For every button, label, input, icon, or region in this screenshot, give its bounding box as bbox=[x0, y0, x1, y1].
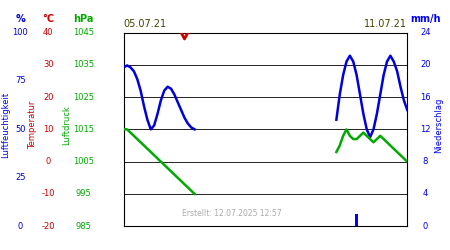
Text: 25: 25 bbox=[15, 173, 26, 182]
Text: 985: 985 bbox=[75, 222, 91, 231]
Text: 1025: 1025 bbox=[73, 92, 94, 102]
Text: 30: 30 bbox=[43, 60, 54, 69]
Text: 8: 8 bbox=[423, 157, 428, 166]
Text: 1015: 1015 bbox=[73, 125, 94, 134]
Text: 0: 0 bbox=[423, 222, 428, 231]
Text: 50: 50 bbox=[15, 125, 26, 134]
Text: 05.07.21: 05.07.21 bbox=[124, 19, 167, 28]
Text: 995: 995 bbox=[76, 190, 91, 198]
Text: hPa: hPa bbox=[73, 14, 94, 24]
Text: 1035: 1035 bbox=[73, 60, 94, 69]
Text: Erstellt: 12.07.2025 12:57: Erstellt: 12.07.2025 12:57 bbox=[182, 210, 281, 218]
Text: 11.07.21: 11.07.21 bbox=[364, 19, 407, 28]
Text: -20: -20 bbox=[41, 222, 55, 231]
Text: -10: -10 bbox=[41, 190, 55, 198]
Text: %: % bbox=[15, 14, 25, 24]
Text: 1005: 1005 bbox=[73, 157, 94, 166]
Text: Luftfeuchtigkeit: Luftfeuchtigkeit bbox=[1, 92, 10, 158]
Text: 1045: 1045 bbox=[73, 28, 94, 37]
Text: 100: 100 bbox=[13, 28, 28, 37]
Text: 40: 40 bbox=[43, 28, 54, 37]
Text: 20: 20 bbox=[43, 92, 54, 102]
Text: 0: 0 bbox=[45, 157, 51, 166]
Text: 75: 75 bbox=[15, 76, 26, 86]
Text: 4: 4 bbox=[423, 190, 428, 198]
Text: 12: 12 bbox=[420, 125, 431, 134]
Text: Niederschlag: Niederschlag bbox=[434, 97, 443, 153]
Text: 0: 0 bbox=[18, 222, 23, 231]
Text: 16: 16 bbox=[420, 92, 431, 102]
Text: 20: 20 bbox=[420, 60, 431, 69]
Text: Temperatur: Temperatur bbox=[28, 101, 37, 149]
Text: °C: °C bbox=[42, 14, 54, 24]
Text: 24: 24 bbox=[420, 28, 431, 37]
Text: Luftdruck: Luftdruck bbox=[62, 105, 71, 145]
Text: 10: 10 bbox=[43, 125, 54, 134]
Text: mm/h: mm/h bbox=[410, 14, 441, 24]
Bar bbox=[355, 214, 358, 226]
